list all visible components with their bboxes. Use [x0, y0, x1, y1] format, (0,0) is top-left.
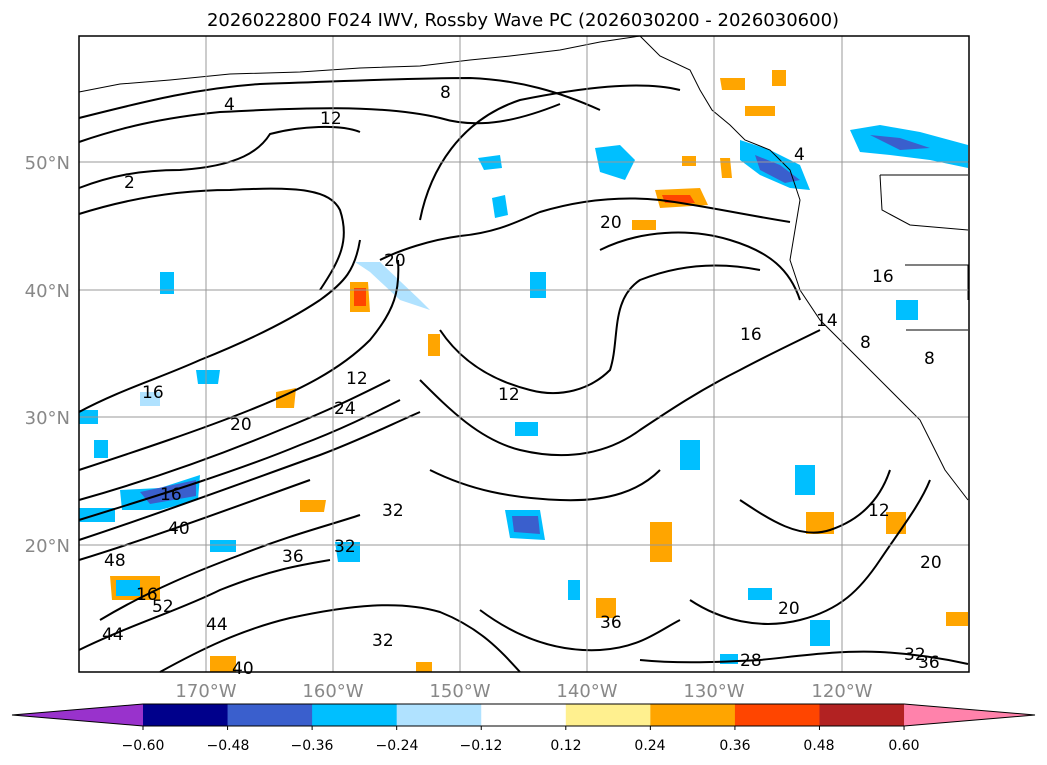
colorbar — [11, 703, 1036, 730]
contour-label: 40 — [168, 519, 190, 539]
contour-label: 36 — [282, 547, 304, 567]
contour-label: 12 — [868, 501, 890, 521]
contour-label: 44 — [206, 615, 228, 635]
coastlines — [78, 35, 969, 501]
contour-label: 44 — [102, 625, 124, 645]
map-frame — [78, 35, 970, 673]
graticule — [79, 36, 969, 672]
lat-label: 50°N — [25, 153, 70, 174]
lat-label: 20°N — [25, 536, 70, 557]
contour-label: 16 — [142, 383, 164, 403]
contour-label: 36 — [600, 613, 622, 633]
colorbar-segment — [734, 704, 820, 726]
colorbar-tick: 0.24 — [634, 738, 665, 754]
contour-label: 20 — [920, 553, 942, 573]
colorbar-segment — [819, 704, 905, 726]
contour-label: 32 — [334, 537, 356, 557]
lon-label: 120°W — [811, 681, 872, 702]
contour-label: 36 — [918, 653, 940, 673]
colorbar-tick: 0.48 — [803, 738, 834, 754]
colorbar-extend-right — [904, 704, 1035, 726]
colorbar-segment — [481, 704, 567, 726]
contour-label: 32 — [372, 631, 394, 651]
colorbar-tick: −0.12 — [460, 738, 503, 754]
contour-label: 16 — [136, 585, 158, 605]
lon-label: 130°W — [683, 681, 744, 702]
contour-label: 8 — [924, 349, 935, 369]
contour-label: 12 — [320, 109, 342, 129]
colorbar-tick: −0.60 — [122, 738, 165, 754]
map-background — [79, 36, 969, 672]
contour-labels: 4 8 12 2 20 20 16 12 16 16 24 20 12 32 3… — [102, 83, 942, 679]
colorbar-tick: 0.60 — [888, 738, 919, 754]
contour-label: 52 — [152, 597, 174, 617]
colorbar-tick: −0.48 — [207, 738, 250, 754]
lon-label: 140°W — [556, 681, 617, 702]
contour-label: 48 — [104, 551, 126, 571]
contour-label: 12 — [498, 385, 520, 405]
colorbar-tick: −0.24 — [376, 738, 419, 754]
colorbar-tick: 0.12 — [550, 738, 581, 754]
anomaly-shading — [79, 70, 968, 672]
contour-label: 16 — [872, 267, 894, 287]
contour-label: 16 — [740, 325, 762, 345]
contour-label: 20 — [600, 213, 622, 233]
latitude-labels: 50°N 40°N 30°N 20°N — [25, 153, 70, 557]
lon-label: 150°W — [429, 681, 490, 702]
contour-label: 20 — [778, 599, 800, 619]
contour-label: 24 — [334, 399, 356, 419]
colorbar-segment — [312, 704, 398, 726]
contour-label: 12 — [346, 369, 368, 389]
lat-label: 30°N — [25, 408, 70, 429]
colorbar-extend-left — [12, 704, 143, 726]
map-title: 2026022800 F024 IWV, Rossby Wave PC (202… — [207, 10, 839, 31]
colorbar-tick: −0.36 — [291, 738, 334, 754]
lat-label: 40°N — [25, 281, 70, 302]
colorbar-segment — [565, 704, 651, 726]
contour-label: 16 — [160, 485, 182, 505]
colorbar-tick: 0.36 — [719, 738, 750, 754]
lon-label: 160°W — [302, 681, 363, 702]
colorbar-segment — [650, 704, 736, 726]
colorbar-segment — [227, 704, 313, 726]
contour-label: 8 — [860, 333, 871, 353]
contour-label: 40 — [232, 659, 254, 679]
colorbar-tick-labels: −0.60 −0.48 −0.36 −0.24 −0.12 0.12 0.24 … — [122, 738, 920, 754]
longitude-labels: 170°W 160°W 150°W 140°W 130°W 120°W — [175, 681, 872, 702]
contour-label: 32 — [904, 645, 926, 665]
colorbar-segment — [396, 704, 482, 726]
contour-label: 14 — [816, 311, 838, 331]
contour-label: 20 — [384, 251, 406, 271]
contour-label: 32 — [382, 501, 404, 521]
lon-label: 170°W — [175, 681, 236, 702]
colorbar-segment — [143, 704, 229, 726]
contour-label: 4 — [224, 95, 235, 115]
contour-label: 4 — [794, 145, 805, 165]
contour-label: 8 — [440, 83, 451, 103]
contour-label: 2 — [124, 173, 135, 193]
contour-label: 28 — [740, 651, 762, 671]
iwv-contours — [78, 76, 969, 673]
contour-label: 20 — [230, 415, 252, 435]
